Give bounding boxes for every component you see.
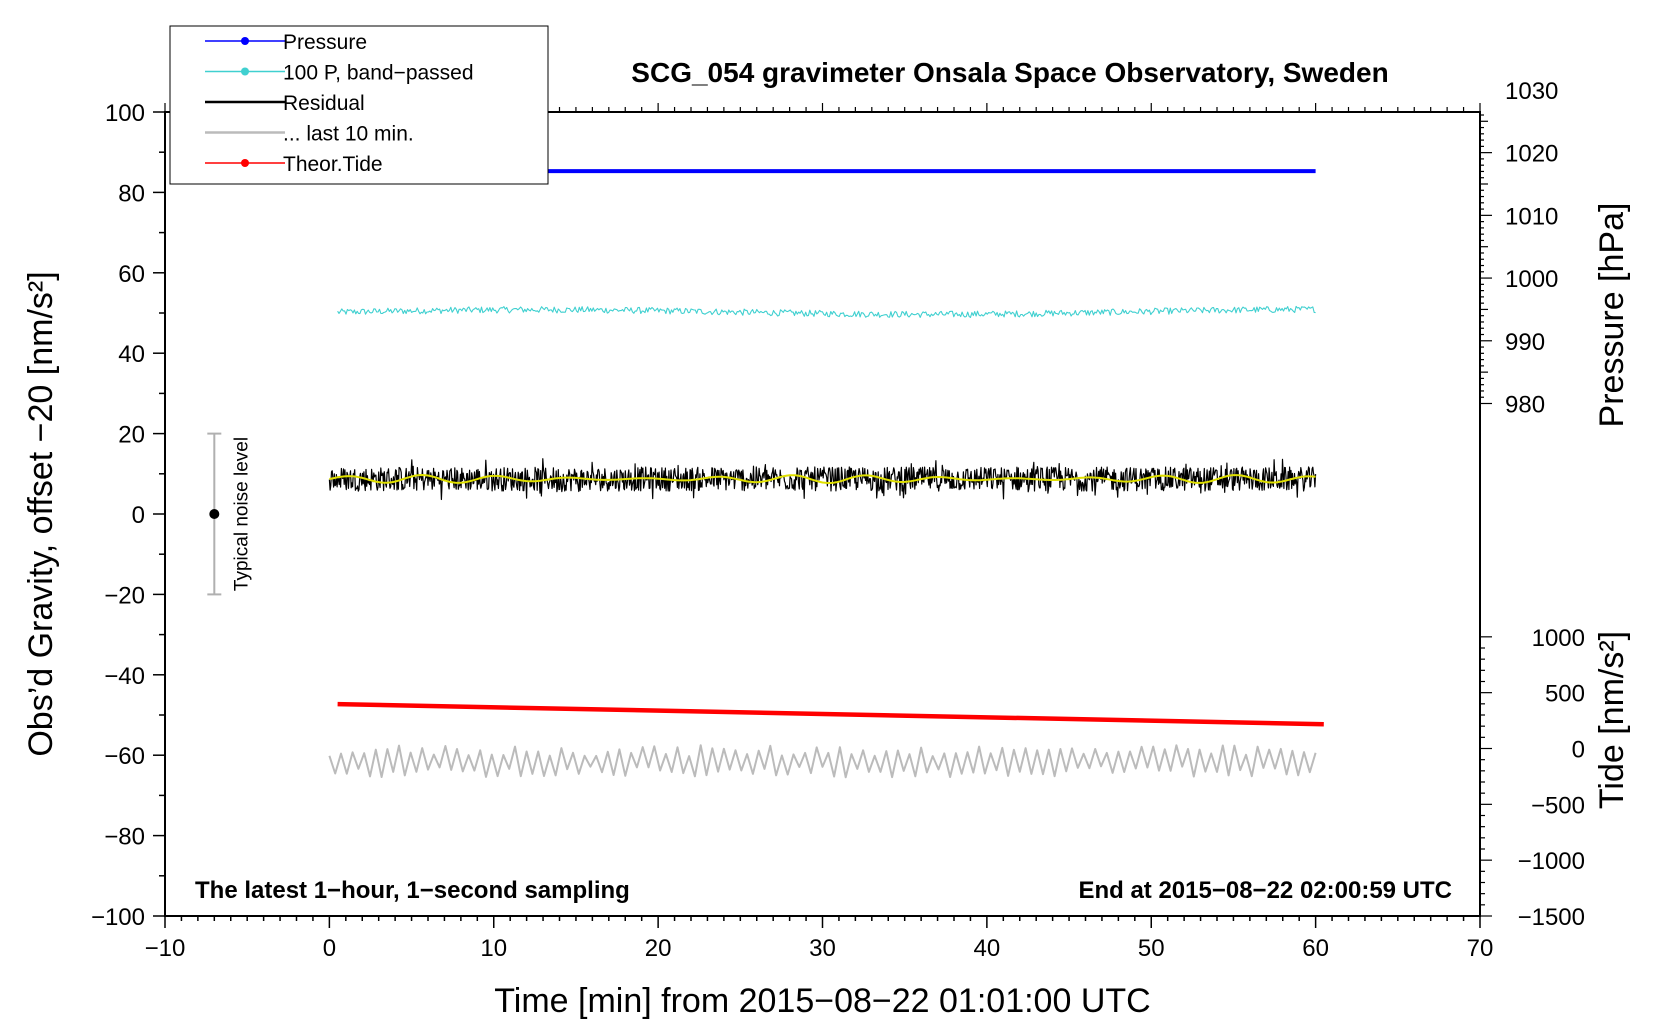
pressure-tick-label: 1010 (1505, 203, 1558, 230)
data-layer (207, 169, 1324, 779)
tide-tick-label: 500 (1545, 681, 1585, 708)
y-tick-label: 80 (118, 180, 145, 207)
x-tick-label: −10 (145, 935, 186, 962)
pressure-tick-label: 1000 (1505, 266, 1558, 293)
pressure-tick-label: 990 (1505, 329, 1545, 356)
tide-tick-label: −1500 (1518, 904, 1585, 931)
series-last-10-min (328, 744, 1317, 779)
tide-tick-label: 0 (1572, 737, 1585, 764)
y-tick-label: 0 (132, 502, 145, 529)
y-tick-label: −100 (91, 904, 145, 931)
tide-tick-label: −500 (1531, 792, 1585, 819)
series-residual (328, 458, 1317, 501)
y-tick-label: −80 (104, 824, 145, 851)
y-tick-label: 40 (118, 341, 145, 368)
legend-marker-pressure (241, 37, 249, 45)
series-100-p-band-passed (337, 305, 1316, 318)
legend-label-theor-tide: Theor.Tide (283, 153, 383, 176)
annotation-right: End at 2015−08−22 02:00:59 UTC (1078, 877, 1452, 904)
x-tick-label: 50 (1138, 935, 1165, 962)
legend-marker-theor-tide (241, 159, 249, 167)
legend-box (169, 25, 549, 185)
series-residual-smoothed (329, 474, 1316, 484)
y-tick-label: 20 (118, 422, 145, 449)
plot-frame (164, 111, 1481, 917)
y-tick-label: −40 (104, 663, 145, 690)
pressure-tick-label: 980 (1505, 391, 1545, 418)
chart-title: SCG_054 gravimeter Onsala Space Observat… (631, 57, 1388, 88)
x-axis-title: Time [min] from 2015−08−22 01:01:00 UTC (494, 982, 1150, 1020)
x-tick-label: 70 (1467, 935, 1494, 962)
y-axis-title-left: Obs’d Gravity, offset −20 [nm/s²] (22, 271, 60, 756)
legend-label-100-p-band-passed: 100 P, band−passed (283, 62, 474, 85)
x-tick-label: 20 (645, 935, 672, 962)
pressure-tick-label: 1030 (1505, 78, 1558, 105)
y-tick-label: 60 (118, 261, 145, 288)
series-theor-tide (337, 701, 1324, 727)
x-tick-label: 40 (974, 935, 1001, 962)
y-tick-label: 100 (105, 100, 145, 127)
pressure-tick-label: 1020 (1505, 141, 1558, 168)
legend-label-last-10-min: ... last 10 min. (283, 123, 414, 146)
y-tick-label: −60 (104, 743, 145, 770)
text-layer: SCG_054 gravimeter Onsala Space Observat… (22, 57, 1631, 1020)
axes-layer: −10 0 10 20 30 40 50 60 70−100−80−60−40−20020406… (91, 78, 1585, 962)
y-tick-label: −20 (104, 582, 145, 609)
legend-marker-100-p-band-passed (241, 67, 249, 76)
legend: Pressure 100 P, band−passed Residual ... la… (169, 25, 549, 185)
legend-label-residual: Residual (283, 92, 365, 115)
noise-bar-point (209, 509, 220, 519)
x-tick-label: 60 (1302, 935, 1329, 962)
noise-level-label: Typical noise level (231, 437, 252, 591)
x-tick-label: 10 (480, 935, 507, 962)
legend-label-pressure: Pressure (283, 31, 367, 54)
x-tick-label: 30 (809, 935, 836, 962)
annotation-left: The latest 1−hour, 1−second sampling (195, 877, 630, 904)
y-axis-title-pressure: Pressure [hPa] (1593, 203, 1631, 428)
tide-tick-label: −1000 (1518, 848, 1585, 875)
tide-tick-label: 1000 (1532, 625, 1585, 652)
x-tick-label: 0 (323, 935, 336, 962)
y-axis-title-tide: Tide [nm/s²] (1593, 631, 1631, 809)
